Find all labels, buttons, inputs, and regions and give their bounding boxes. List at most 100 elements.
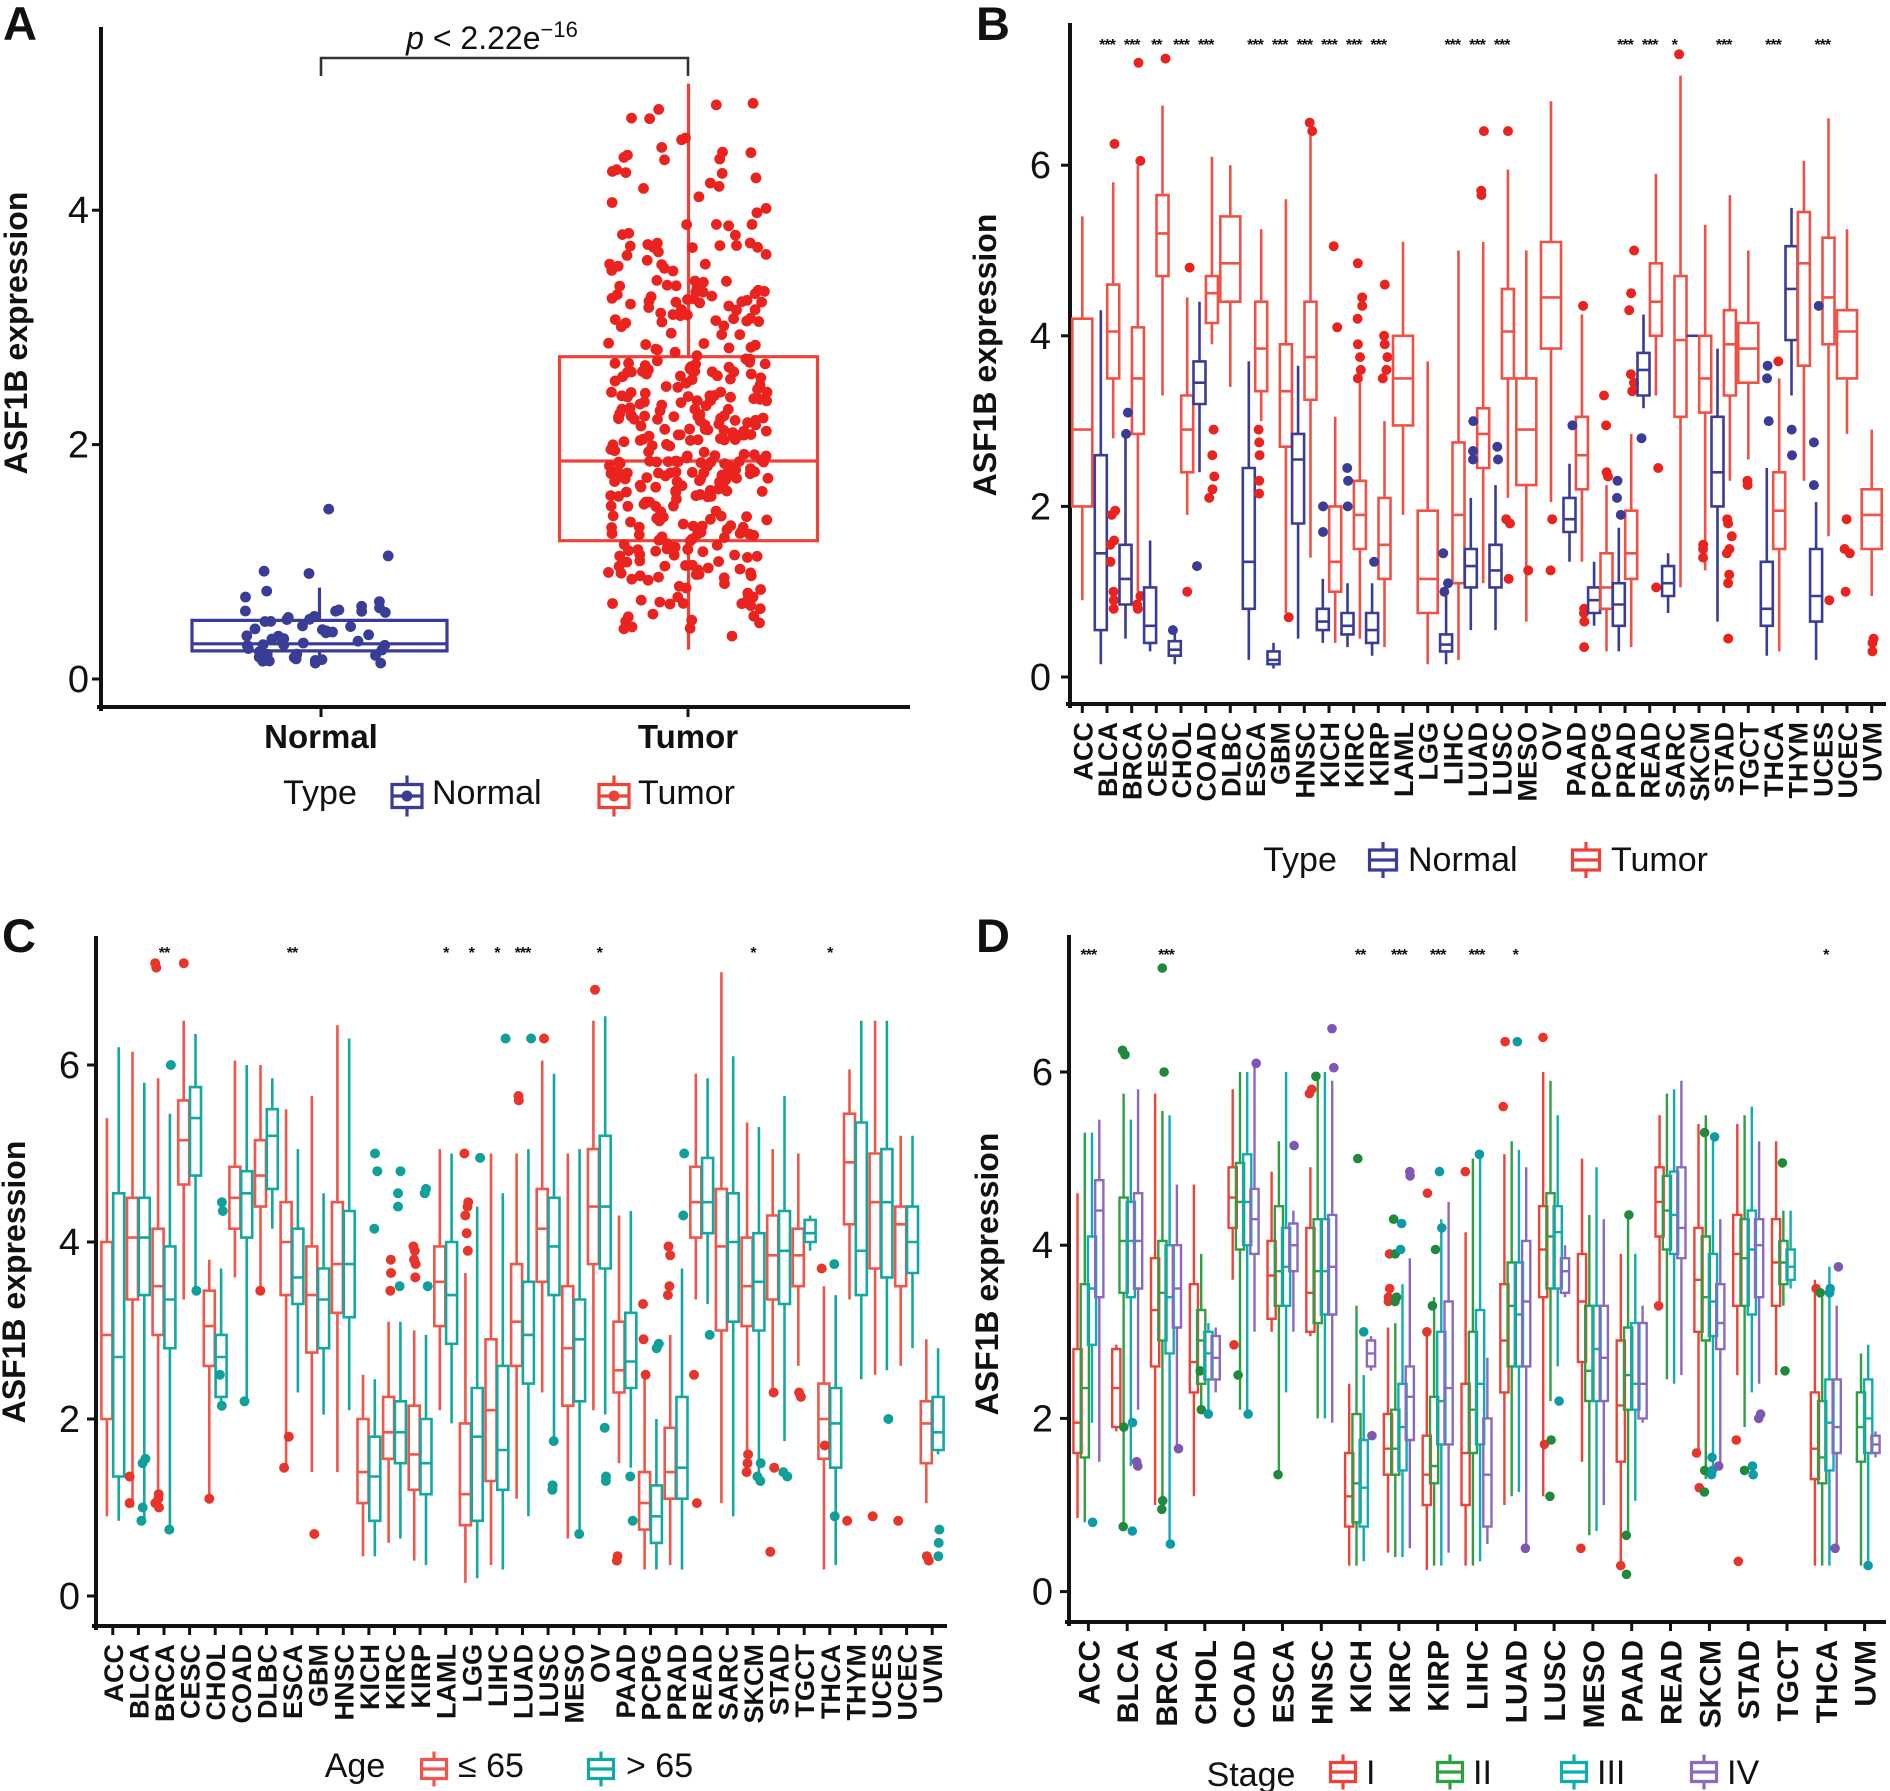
svg-text:0: 0 [1032,1572,1053,1614]
svg-text:GBM: GBM [304,1644,334,1707]
svg-text:MESO: MESO [1578,1640,1611,1728]
svg-text:**: ** [1355,947,1367,964]
svg-text:ASF1B expression: ASF1B expression [967,214,1003,497]
svg-text:4: 4 [1030,316,1051,358]
svg-text:BLCA: BLCA [1093,722,1123,797]
svg-text:Type: Type [1263,841,1337,879]
svg-text:***: *** [1469,37,1486,54]
svg-text:*: * [1513,947,1520,964]
svg-text:COAD: COAD [1192,722,1222,802]
svg-text:***: *** [1765,37,1782,54]
svg-text:ACC: ACC [1073,1640,1106,1705]
svg-text:*: * [1672,37,1679,54]
svg-text:Type: Type [283,774,357,812]
svg-text:LUSC: LUSC [1488,722,1518,796]
svg-text:CESC: CESC [1142,722,1172,797]
svg-text:LIHC: LIHC [483,1644,513,1707]
svg-text:ASF1B expression: ASF1B expression [0,1141,32,1424]
svg-text:4: 4 [59,1222,80,1264]
svg-text:***: *** [515,945,532,962]
svg-text:THYM: THYM [1784,722,1814,799]
svg-text:PAAD: PAAD [611,1644,641,1719]
svg-text:KICH: KICH [1345,1640,1378,1713]
svg-text:HNSC: HNSC [1306,1640,1339,1725]
svg-text:KICH: KICH [355,1644,385,1710]
svg-text:THCA: THCA [1759,722,1789,797]
svg-text:ACC: ACC [99,1644,129,1703]
svg-text:KIRC: KIRC [381,1644,411,1710]
svg-text:Normal: Normal [264,718,378,755]
svg-text:STAD: STAD [1733,1640,1766,1719]
svg-text:***: *** [1272,37,1289,54]
svg-text:***: *** [1430,947,1447,964]
svg-text:READ: READ [1636,722,1666,799]
svg-text:***: *** [1494,37,1511,54]
svg-text:A: A [3,0,37,50]
svg-text:BLCA: BLCA [1112,1640,1145,1723]
svg-text:I: I [1366,1754,1375,1791]
svg-text:ESCA: ESCA [1241,722,1271,797]
svg-text:6: 6 [1032,1052,1053,1094]
svg-text:TGCT: TGCT [1734,722,1764,796]
svg-text:2: 2 [1030,486,1051,528]
svg-text:***: *** [1617,37,1634,54]
svg-text:**: ** [159,945,171,962]
svg-text:SKCM: SKCM [1694,1640,1727,1728]
svg-text:KIRP: KIRP [1364,722,1394,787]
svg-text:PCPG: PCPG [1586,722,1616,799]
svg-text:UVM: UVM [1858,722,1888,782]
svg-text:4: 4 [1032,1225,1053,1267]
svg-text:6: 6 [59,1045,80,1087]
svg-text:CHOL: CHOL [201,1644,231,1721]
svg-text:STAD: STAD [765,1644,795,1716]
svg-text:*: * [443,945,450,962]
svg-text:LIHC: LIHC [1462,1640,1495,1710]
svg-text:BLCA: BLCA [124,1644,154,1719]
svg-text:LGG: LGG [1414,722,1444,781]
svg-text:STAD: STAD [1710,722,1740,794]
svg-text:COAD: COAD [1229,1640,1262,1728]
svg-text:**: ** [287,945,299,962]
svg-text:***: *** [1346,37,1363,54]
svg-text:ASF1B expression: ASF1B expression [0,192,34,475]
svg-text:PAAD: PAAD [1562,722,1592,797]
svg-text:LUSC: LUSC [1539,1640,1572,1722]
svg-text:GBM: GBM [1266,722,1296,785]
svg-text:2: 2 [59,1399,80,1441]
svg-text:ESCA: ESCA [1268,1640,1301,1723]
svg-text:SARC: SARC [1660,722,1690,799]
svg-text:HNSC: HNSC [1290,722,1320,799]
svg-text:0: 0 [1030,657,1051,699]
svg-text:**: ** [1151,37,1163,54]
svg-text:KIRC: KIRC [1384,1640,1417,1713]
svg-text:THYM: THYM [841,1644,871,1721]
svg-text:PRAD: PRAD [662,1644,692,1721]
svg-text:LUAD: LUAD [1463,722,1493,797]
svg-text:Age: Age [325,1747,386,1785]
svg-text:LGG: LGG [457,1644,487,1703]
svg-text:LUAD: LUAD [509,1644,539,1719]
svg-text:***: *** [1642,37,1659,54]
svg-text:LAML: LAML [1389,722,1419,797]
svg-text:KIRP: KIRP [406,1644,436,1709]
svg-text:LUAD: LUAD [1500,1640,1533,1723]
svg-text:ESCA: ESCA [278,1644,308,1719]
svg-text:LIHC: LIHC [1438,722,1468,785]
svg-text:PAAD: PAAD [1617,1640,1650,1723]
svg-text:THCA: THCA [816,1644,846,1719]
svg-text:*: * [750,945,757,962]
svg-text:***: *** [1469,947,1486,964]
svg-text:SARC: SARC [713,1644,743,1721]
svg-text:BRCA: BRCA [1118,722,1148,800]
svg-text:ASF1B expression: ASF1B expression [969,1133,1005,1416]
svg-text:BRCA: BRCA [150,1644,180,1722]
svg-text:***: *** [1391,947,1408,964]
svg-text:C: C [2,909,36,962]
svg-text:THCA: THCA [1811,1640,1844,1723]
svg-text:III: III [1597,1754,1625,1791]
svg-text:CESC: CESC [176,1644,206,1719]
svg-text:***: *** [1247,37,1264,54]
svg-text:IV: IV [1727,1754,1759,1791]
svg-text:UVM: UVM [918,1644,948,1704]
svg-text:COAD: COAD [227,1644,257,1724]
